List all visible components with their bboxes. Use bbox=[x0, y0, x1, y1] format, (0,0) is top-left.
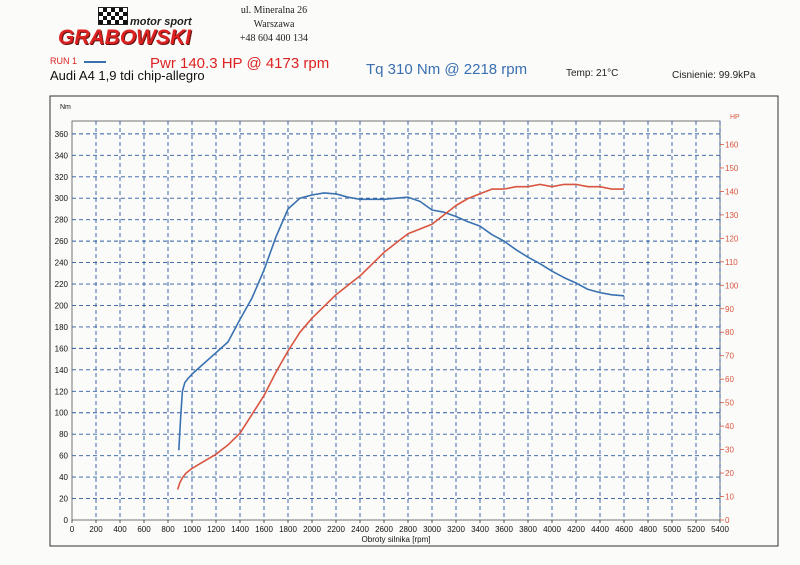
y-right-tick-label: 0 bbox=[725, 516, 730, 525]
x-tick-label: 5000 bbox=[663, 525, 681, 534]
y-left-tick-label: 360 bbox=[55, 130, 69, 139]
y-right-tick-label: 70 bbox=[725, 352, 734, 361]
y-left-tick-label: 60 bbox=[59, 452, 68, 461]
y-right-tick-label: 80 bbox=[725, 328, 734, 337]
y-right-tick-label: 120 bbox=[725, 234, 739, 243]
x-tick-label: 5200 bbox=[687, 525, 705, 534]
x-tick-label: 2600 bbox=[375, 525, 393, 534]
y-right-tick-label: 20 bbox=[725, 469, 734, 478]
checkered-flag-icon bbox=[98, 7, 128, 25]
series-line-pwr bbox=[176, 183, 624, 490]
run-label: RUN 1 bbox=[50, 56, 78, 66]
x-tick-label: 3200 bbox=[447, 525, 465, 534]
address-street: ul. Mineralna 26 bbox=[240, 5, 308, 16]
y-left-tick-label: 280 bbox=[55, 216, 69, 225]
x-tick-label: 1400 bbox=[231, 525, 249, 534]
y-right-tick-label: 160 bbox=[725, 140, 739, 149]
y-right-tick-label: 60 bbox=[725, 375, 734, 384]
y-left-tick-label: 300 bbox=[55, 194, 69, 203]
y-left-tick-label: 20 bbox=[59, 495, 68, 504]
y-left-tick-label: 220 bbox=[55, 280, 69, 289]
y-right-tick-label: 150 bbox=[725, 164, 739, 173]
company-logo: motor sport GRABOWSKI bbox=[58, 4, 210, 49]
x-tick-label: 1200 bbox=[207, 525, 225, 534]
x-tick-label: 3600 bbox=[495, 525, 513, 534]
pressure-readout: Cisnienie: 99.9kPa bbox=[672, 70, 756, 81]
logo-brand: GRABOWSKI bbox=[58, 26, 191, 49]
plot-area bbox=[71, 120, 721, 521]
run-legend-line bbox=[84, 61, 106, 63]
x-tick-label: 1000 bbox=[183, 525, 201, 534]
x-tick-label: 4000 bbox=[543, 525, 561, 534]
x-tick-label: 3400 bbox=[471, 525, 489, 534]
y-left-tick-label: 160 bbox=[55, 344, 69, 353]
x-tick-label: 1600 bbox=[255, 525, 273, 534]
address-phone: +48 604 400 134 bbox=[239, 33, 309, 44]
address-city: Warszawa bbox=[253, 19, 295, 30]
y-right-tick-label: 10 bbox=[725, 493, 734, 502]
x-tick-label: 1800 bbox=[279, 525, 297, 534]
y-right-tick-label: 30 bbox=[725, 446, 734, 455]
y-left-tick-label: 200 bbox=[55, 301, 69, 310]
y-right-tick-label: 140 bbox=[725, 187, 739, 196]
y-left-tick-label: 340 bbox=[55, 151, 69, 160]
logo-tagline: motor sport bbox=[130, 16, 192, 28]
y-left-tick-label: 80 bbox=[59, 430, 68, 439]
chart-frame bbox=[49, 95, 779, 547]
x-tick-label: 4600 bbox=[615, 525, 633, 534]
y-right-axis-label: HP bbox=[730, 114, 740, 121]
y-right-tick-label: 110 bbox=[725, 258, 738, 267]
x-tick-label: 4800 bbox=[639, 525, 657, 534]
x-tick-label: 200 bbox=[89, 525, 103, 534]
address-block: ul. Mineralna 26 Warszawa +48 604 400 13… bbox=[214, 4, 334, 46]
x-tick-label: 2000 bbox=[303, 525, 321, 534]
y-right-tick-label: 40 bbox=[725, 422, 734, 431]
y-left-tick-label: 0 bbox=[64, 516, 69, 525]
series-line-tq bbox=[178, 192, 625, 451]
y-left-tick-label: 100 bbox=[55, 409, 69, 418]
y-left-tick-label: 180 bbox=[55, 323, 69, 332]
x-tick-label: 4400 bbox=[591, 525, 609, 534]
x-tick-label: 3000 bbox=[423, 525, 441, 534]
y-right-tick-label: 100 bbox=[725, 281, 739, 290]
y-right-tick-label: 130 bbox=[725, 211, 739, 220]
x-tick-label: 4200 bbox=[567, 525, 585, 534]
vehicle-title: Audi A4 1,9 tdi chip-allegro bbox=[50, 68, 205, 83]
y-left-tick-label: 260 bbox=[55, 237, 69, 246]
x-tick-label: 2800 bbox=[399, 525, 417, 534]
y-left-tick-label: 40 bbox=[59, 473, 68, 482]
x-tick-label: 2200 bbox=[327, 525, 345, 534]
torque-summary: Tq 310 Nm @ 2218 rpm bbox=[366, 61, 528, 78]
y-right-tick-label: 50 bbox=[725, 399, 734, 408]
x-tick-label: 800 bbox=[161, 525, 175, 534]
x-tick-label: 0 bbox=[70, 525, 75, 534]
temperature-readout: Temp: 21°C bbox=[566, 68, 619, 79]
x-tick-label: 5400 bbox=[711, 525, 729, 534]
y-left-tick-label: 320 bbox=[55, 173, 69, 182]
y-left-tick-label: 120 bbox=[55, 387, 69, 396]
x-tick-label: 400 bbox=[113, 525, 127, 534]
x-axis-label: Obroty silnika [rpm] bbox=[362, 535, 431, 544]
y-right-tick-label: 90 bbox=[725, 305, 734, 314]
x-tick-label: 600 bbox=[137, 525, 151, 534]
x-tick-label: 3800 bbox=[519, 525, 537, 534]
y-left-tick-label: 140 bbox=[55, 366, 69, 375]
x-tick-label: 2400 bbox=[351, 525, 369, 534]
y-left-axis-label: Nm bbox=[60, 104, 71, 111]
power-summary: Pwr 140.3 HP @ 4173 rpm bbox=[150, 55, 330, 72]
y-left-tick-label: 240 bbox=[55, 259, 69, 268]
